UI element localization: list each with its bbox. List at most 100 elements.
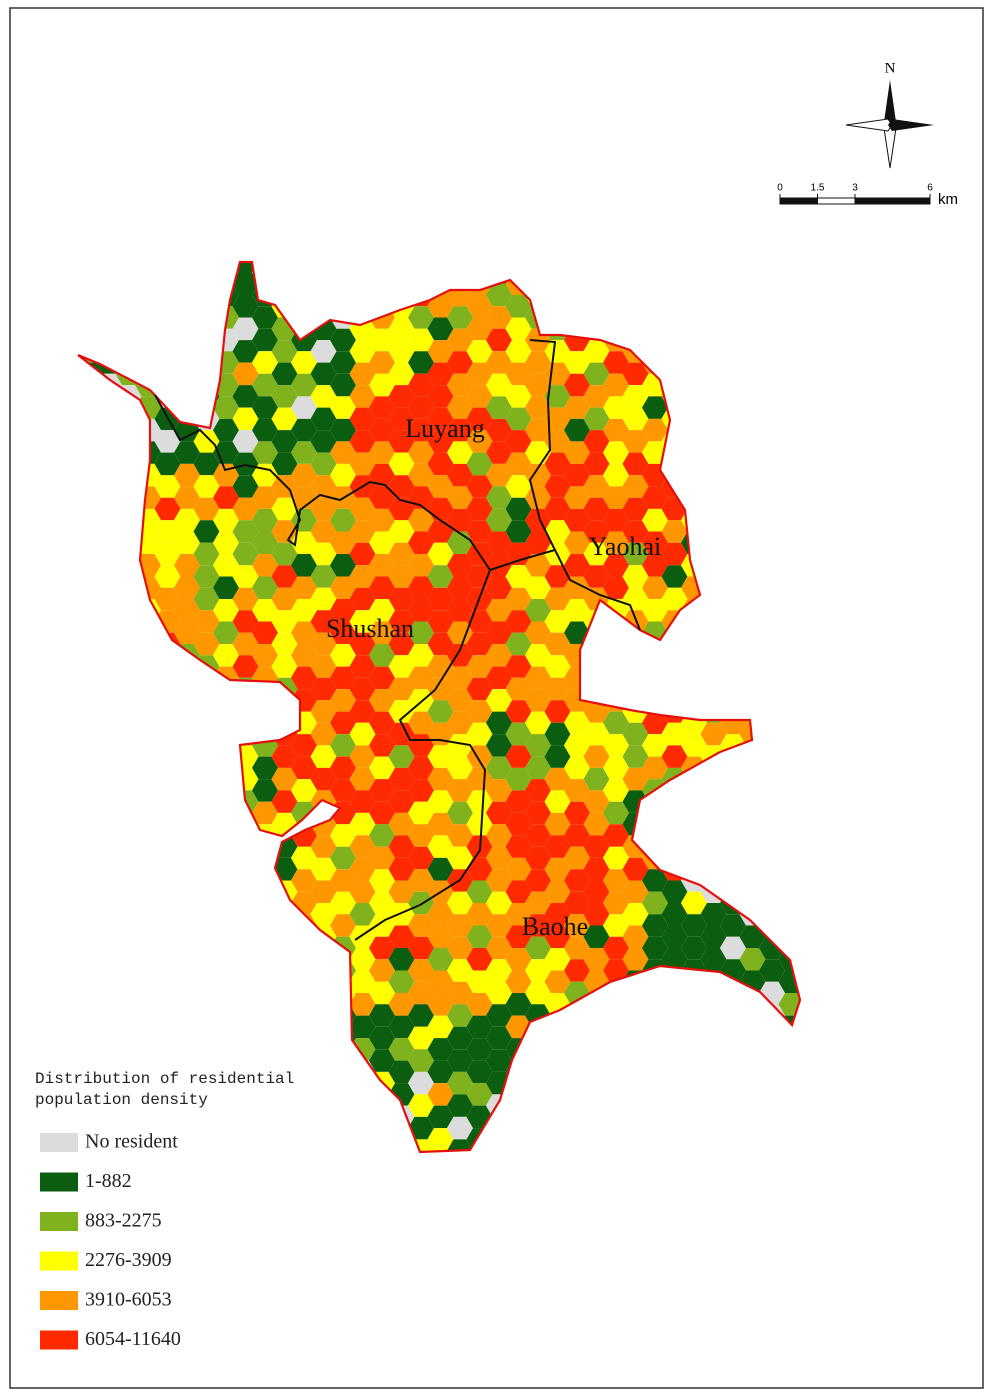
hex-cell — [291, 463, 317, 487]
hex-cell — [291, 846, 317, 870]
hex-cell — [388, 610, 415, 633]
hex-cell — [408, 441, 434, 464]
hex-cell — [603, 959, 629, 982]
hex-cell — [388, 1060, 415, 1084]
hex-cell — [505, 812, 532, 836]
hex-cell — [603, 508, 629, 532]
hex-cell — [349, 610, 376, 633]
hex-cell — [349, 520, 376, 543]
hex-cell — [349, 745, 376, 768]
hex-cell — [369, 396, 395, 419]
hex-cell — [252, 463, 278, 487]
hex-cell — [408, 621, 434, 644]
hex-cell — [330, 846, 356, 870]
hex-cell — [466, 857, 493, 881]
hex-cell — [330, 554, 356, 577]
hex-cell — [486, 283, 512, 307]
legend-label: No resident — [85, 1131, 178, 1153]
hex-cell — [408, 1094, 434, 1117]
hex-cell — [700, 722, 727, 746]
hex-cell — [330, 328, 356, 352]
hex-cell — [466, 632, 493, 656]
hex-cell — [525, 824, 551, 847]
hex-cell — [427, 700, 454, 723]
hex-cell — [466, 475, 493, 498]
hex-cell — [310, 857, 337, 881]
hex-cell — [252, 418, 278, 442]
boundary — [554, 549, 641, 631]
legend-swatch — [40, 1330, 78, 1350]
hex-cell — [544, 745, 571, 768]
hex-cell — [447, 689, 473, 712]
hex-cell — [466, 993, 493, 1016]
hex-cell — [154, 430, 181, 453]
hex-cell — [525, 869, 551, 892]
hex-cell — [544, 610, 571, 633]
hex-cell — [252, 486, 278, 509]
hex-cell — [408, 824, 434, 847]
hex-cell — [505, 497, 532, 521]
hex-cell — [603, 531, 629, 554]
hex-cell — [466, 317, 493, 341]
hex-cell — [447, 1094, 473, 1117]
hex-cell — [505, 925, 532, 948]
hex-cell — [642, 486, 668, 509]
hex-cell — [388, 835, 415, 858]
hex-cell — [486, 801, 512, 825]
hex-cell — [271, 430, 298, 453]
hex-cell — [564, 711, 590, 735]
hex-cell — [232, 385, 259, 408]
hex-cell — [505, 970, 532, 993]
hex-cell — [564, 801, 590, 825]
hex-cell — [330, 576, 356, 599]
hex-cell — [544, 722, 571, 746]
hex-cell — [466, 655, 493, 678]
hex-cell — [213, 599, 239, 622]
hex-cell — [193, 520, 220, 543]
hex-cell — [486, 418, 512, 442]
hex-cell — [271, 655, 298, 678]
hex-cell — [603, 441, 629, 464]
hex-cell — [447, 936, 473, 960]
hex-cell — [369, 914, 395, 937]
hex-cell — [369, 1049, 395, 1072]
hex-cell — [252, 306, 278, 329]
hex-cell — [310, 655, 337, 678]
hex-cell — [447, 441, 473, 464]
hex-cell — [583, 430, 610, 453]
hex-cell — [564, 576, 590, 599]
hex-cell — [252, 621, 278, 644]
hex-cell — [271, 790, 298, 813]
hex-cell — [505, 903, 532, 926]
hex-cell — [603, 756, 629, 780]
hex-cell — [466, 520, 493, 543]
hex-cell — [369, 486, 395, 509]
hex-cell — [291, 351, 317, 374]
hex-cell — [564, 891, 590, 915]
hex-cell — [583, 565, 610, 588]
hex-cell — [447, 779, 473, 802]
hex-cell — [642, 531, 668, 554]
hex-cell — [310, 407, 337, 431]
hex-cell — [369, 711, 395, 735]
hex-cell — [505, 632, 532, 656]
hex-cell — [583, 880, 610, 903]
hex-cell — [720, 936, 746, 960]
hex-cell — [291, 666, 317, 690]
hex-cell — [486, 463, 512, 487]
hex-cell — [564, 756, 590, 780]
hex-cell — [505, 452, 532, 476]
hex-cell — [252, 779, 278, 802]
hex-cell — [447, 554, 473, 577]
hex-cell — [739, 948, 766, 971]
hex-cell — [252, 328, 278, 352]
hex-cell — [252, 756, 278, 780]
hex-cell — [232, 497, 259, 521]
legend-swatch — [40, 1251, 78, 1271]
hex-cell — [310, 722, 337, 746]
hex-cell — [369, 869, 395, 892]
hex-cell — [505, 767, 532, 791]
hex-cell — [525, 418, 551, 442]
hex-cell — [544, 520, 571, 543]
legend-label: 883-2275 — [85, 1210, 162, 1232]
